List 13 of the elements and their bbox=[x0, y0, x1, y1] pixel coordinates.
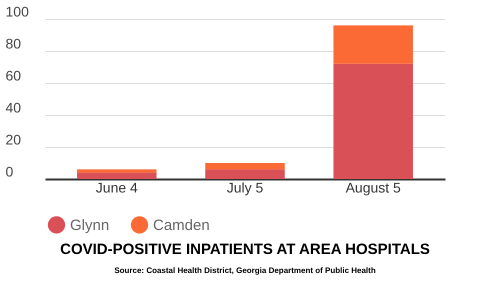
x-tick-label: August 5 bbox=[346, 180, 402, 196]
y-tick-label: 20 bbox=[6, 132, 22, 148]
y-tick-label: 80 bbox=[6, 36, 22, 52]
x-tick-label: June 4 bbox=[96, 180, 138, 196]
y-tick-label: 100 bbox=[6, 4, 30, 20]
y-tick-label: 60 bbox=[6, 68, 22, 84]
legend-label: Glynn bbox=[70, 216, 110, 234]
y-tick-label: 40 bbox=[6, 100, 22, 116]
source-note: Source: Coastal Health District, Georgia Department of Public Health bbox=[114, 266, 376, 275]
x-tick-label: July 5 bbox=[226, 180, 264, 196]
legend-label: Camden bbox=[153, 216, 210, 234]
y-tick-label: 0 bbox=[6, 164, 14, 180]
text: COVID-POSITIVE INPATIENTS AT AREA HOSPITALS bbox=[60, 241, 430, 258]
